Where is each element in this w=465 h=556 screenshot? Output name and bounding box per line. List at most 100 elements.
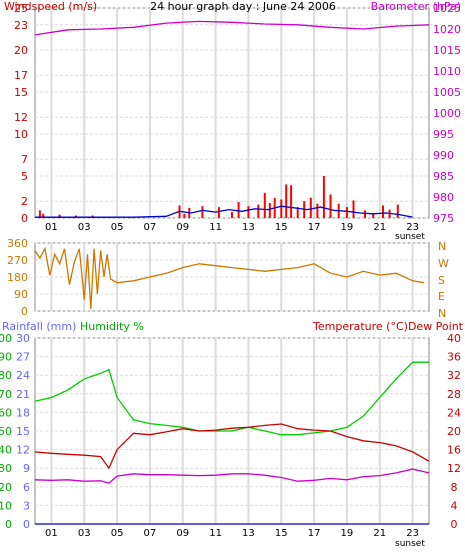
wind-gust-bar [217,207,220,218]
direction-compass-label: N [438,240,446,253]
wind-left-tick-label: 25 [14,2,28,15]
chart-title: 24 hour graph day : June 24 2006 [150,0,336,13]
temperature-tick-label: 4 [451,499,458,512]
wind-x-tick-label: 05 [111,222,124,233]
direction-compass-label: N [438,307,446,320]
rainfall-tick-label: 30 [16,332,30,345]
wind-left-tick-label: 12 [14,111,28,124]
wind-left-tick-label: 17 [14,69,28,82]
temperature-line [34,423,430,470]
humidity-tick-label: 30 [0,462,12,475]
wind-x-tick-label: 03 [78,222,91,233]
humidity-line [34,361,429,436]
climate-x-tick-label: 13 [242,528,255,539]
wind-gust-bar [280,199,283,218]
direction-left-tick-label: 360 [7,237,28,250]
wind-x-tick-label: 17 [308,222,321,233]
wind-gust-bar [396,204,399,218]
wind-left-tick-label: 7 [21,153,28,166]
temperature-tick-label: 20 [447,425,461,438]
climate-x-tick-label: 19 [341,528,354,539]
wind-gust-bar [285,184,288,218]
direction-compass-label: W [438,257,449,270]
rainfall-tick-label: 0 [23,518,30,531]
rainfall-tick-label: 27 [16,351,30,364]
climate-x-tick-label: 07 [144,528,157,539]
rainfall-tick-label: 15 [16,425,30,438]
baro-right-tick-label: 1025 [433,2,461,15]
direction-compass-label: E [438,290,445,303]
humidity-tick-label: 10 [0,499,12,512]
temperature-tick-label: 24 [447,406,461,419]
baro-right-tick-label: 980 [433,191,454,204]
temperature-tick-label: 40 [447,332,461,345]
wind-gust-bar [296,207,299,218]
baro-right-tick-label: 1005 [433,86,461,99]
wind-x-tick-label: 07 [144,222,157,233]
wind-x-tick-label: 15 [275,222,288,233]
wind-left-tick-label: 5 [21,170,28,183]
climate-x-tick-label: 11 [209,528,222,539]
temperature-axis-title: Temperature (°C) [312,320,408,333]
wind-plot-frame [34,7,430,219]
wind-gust-bar [183,213,186,218]
rainfall-tick-label: 24 [16,369,30,382]
climate-x-tick-label: 01 [45,528,58,539]
wind-left-tick-label: 10 [14,128,28,141]
wind-gust-bar [58,214,61,218]
baro-right-tick-label: 975 [433,212,454,225]
humidity-tick-label: 90 [0,351,12,364]
baro-right-tick-label: 1000 [433,107,461,120]
wind-gust-bar [247,206,250,218]
climate-x-tick-label: 23 [406,528,419,539]
temperature-tick-label: 0 [451,518,458,531]
wind-gust-bar [42,213,45,218]
humidity-tick-label: 40 [0,444,12,457]
baro-right-tick-label: 990 [433,149,454,162]
temperature-tick-label: 32 [447,369,461,382]
humidity-tick-label: 70 [0,388,12,401]
wind-gust-bar [263,192,266,218]
wind-x-tick-label: 11 [209,222,222,233]
rainfall-tick-label: 18 [16,406,30,419]
wind-gust-bar [237,202,240,218]
barometer-axis-title: Barometer (hPa) [371,0,461,13]
wind-gust-bar [201,206,204,218]
rainfall-tick-label: 12 [16,444,30,457]
climate-x-tick-label: 15 [275,528,288,539]
wind-left-tick-label: 23 [14,19,28,32]
climate-x-tick-label: 21 [373,528,386,539]
windspeed-axis-title: Windspeed (m/s) [4,0,97,13]
wind-gust-bar [329,194,332,218]
wind-x-tick-label: 21 [373,222,386,233]
wind-gust-bar [382,205,384,218]
humidity-axis-title: Humidity % [80,320,144,333]
wind-gust-bar [231,212,233,218]
rainfall-axis-title: Rainfall (mm) [2,320,76,333]
rainfall-tick-label: 6 [23,481,30,494]
wind-gust-bar [316,203,319,218]
wind-gust-bar [322,176,325,218]
wind-gust-bar [364,210,366,218]
climate-sunset-label: sunset [395,539,425,549]
wind-gust-bar [372,213,375,218]
temperature-tick-label: 36 [447,351,461,364]
wind-direction-line [34,246,425,310]
baro-right-tick-label: 1020 [433,23,461,36]
wind-x-tick-label: 23 [406,222,419,233]
rainfall-tick-label: 9 [23,462,30,475]
humidity-tick-label: 100 [0,332,12,345]
dewpoint-axis-title: Dew Point [408,320,464,333]
wind-x-tick-label: 19 [341,222,354,233]
wind-x-tick-label: 01 [45,222,58,233]
humidity-tick-label: 0 [5,518,12,531]
baro-right-tick-label: 1010 [433,65,461,78]
baro-right-tick-label: 985 [433,170,454,183]
wind-gust-bar [309,197,312,218]
direction-left-tick-label: 270 [7,254,28,267]
wind-left-tick-label: 2 [21,195,28,208]
direction-left-tick-label: 0 [21,305,28,318]
dewpoint-line [34,468,430,484]
